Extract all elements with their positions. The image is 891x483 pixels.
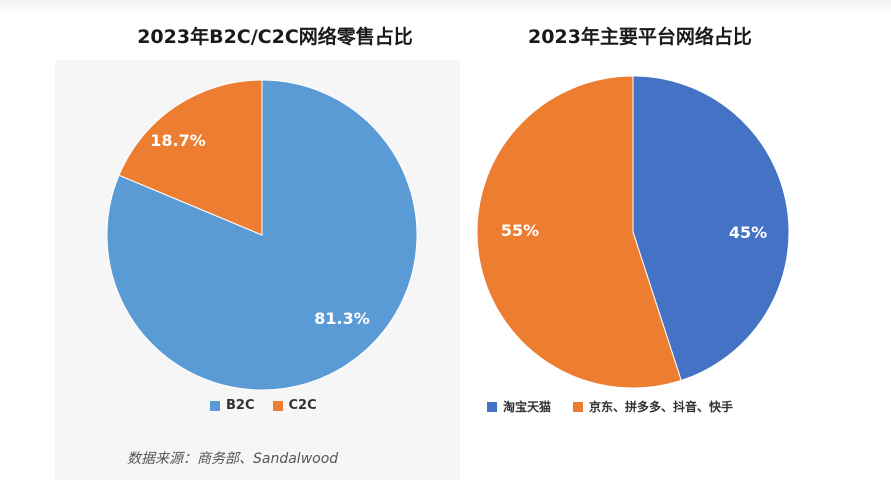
legend-swatch-b2c xyxy=(210,400,220,411)
legend-item-taobao: 淘宝天猫 xyxy=(487,398,551,415)
legend-label-others: 京东、拼多多、抖音、快手 xyxy=(589,400,734,414)
legend-item-others: 京东、拼多多、抖音、快手 xyxy=(573,398,733,415)
legend-item-b2c: B2C xyxy=(210,398,255,413)
data-source-note: 数据来源：商务部、Sandalwood xyxy=(127,451,339,467)
legend-swatch-c2c xyxy=(272,400,283,411)
left-legend: B2C C2C xyxy=(210,398,335,413)
data-label-taobao: 45% xyxy=(729,223,767,242)
data-label-others: 55% xyxy=(501,221,539,240)
data-label-c2c: 18.7% xyxy=(150,131,206,150)
legend-label-c2c: C2C xyxy=(288,398,317,413)
legend-label-taobao: 淘宝天猫 xyxy=(503,400,552,414)
legend-label-b2c: B2C xyxy=(226,398,255,413)
right-chart-title: 2023年主要平台网络占比 xyxy=(528,26,752,48)
data-label-b2c: 81.3% xyxy=(314,309,370,328)
right-legend: 淘宝天猫 京东、拼多多、抖音、快手 xyxy=(487,398,755,415)
pie-slice-b2c xyxy=(106,79,418,391)
left-chart-title: 2023年B2C/C2C网络零售占比 xyxy=(137,26,413,48)
pie-slice-c2c xyxy=(118,79,263,236)
legend-item-c2c: C2C xyxy=(272,398,317,413)
legend-swatch-taobao xyxy=(487,401,497,412)
top-strip xyxy=(0,0,891,14)
pie-slice-taobao xyxy=(632,75,790,381)
legend-swatch-others xyxy=(573,401,584,412)
pie-slice-others xyxy=(476,75,682,389)
